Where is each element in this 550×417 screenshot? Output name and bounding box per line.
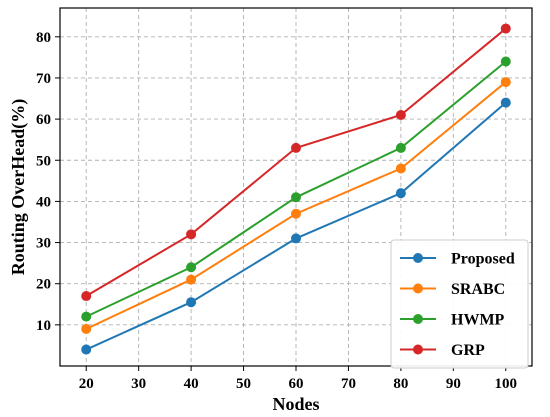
x-tick-label: 60	[289, 376, 304, 392]
legend-item-srabc: SRABC	[400, 281, 505, 298]
legend-box	[390, 239, 529, 369]
x-tick-label: 90	[446, 376, 461, 392]
legend-marker-hwmp	[413, 314, 423, 324]
ticks: 20 30 40 50 60 70 80 90 100 10 20 30 40 50 60 70 80	[36, 30, 517, 392]
data-point-srabc	[500, 77, 511, 88]
data-point-hwmp	[291, 192, 301, 203]
legend: Proposed SRABC HWMP GRP	[390, 239, 529, 369]
legend-marker-proposed	[413, 253, 423, 263]
y-tick-label: 60	[36, 112, 51, 128]
series-grp	[81, 23, 511, 302]
data-point-srabc	[291, 208, 301, 219]
series-srabc	[81, 77, 511, 334]
data-point-proposed	[81, 344, 92, 355]
x-tick-label: 100	[495, 376, 518, 392]
data-point-grp	[291, 142, 301, 153]
data-point-srabc	[81, 323, 92, 334]
x-tick-label: 80	[393, 376, 408, 392]
legend-label-srabc: SRABC	[451, 281, 505, 298]
data-point-grp	[395, 109, 406, 120]
data-point-hwmp	[500, 56, 511, 67]
data-point-proposed	[500, 97, 511, 108]
x-tick-label: 70	[341, 376, 356, 392]
x-axis-title: Nodes	[272, 394, 319, 414]
x-tick-label: 30	[131, 376, 146, 392]
y-tick-label: 40	[36, 194, 51, 210]
y-tick-label: 70	[36, 71, 51, 87]
series-hwmp	[81, 56, 511, 322]
series-group	[81, 23, 511, 355]
data-point-proposed	[395, 188, 406, 199]
data-point-grp	[186, 229, 197, 240]
data-point-srabc	[395, 163, 406, 174]
legend-marker-srabc	[413, 283, 423, 294]
data-point-hwmp	[81, 311, 92, 322]
legend-label-grp: GRP	[451, 342, 485, 359]
series-proposed	[81, 97, 511, 355]
legend-item-hwmp: HWMP	[400, 312, 505, 329]
data-point-hwmp	[186, 262, 197, 273]
y-tick-label: 30	[36, 236, 51, 252]
legend-item-grp: GRP	[400, 342, 485, 359]
legend-label-hwmp: HWMP	[451, 312, 505, 329]
legend-label-proposed: Proposed	[451, 251, 515, 268]
data-point-grp	[500, 23, 511, 34]
data-point-grp	[81, 291, 92, 302]
data-point-hwmp	[395, 142, 406, 153]
x-tick-label: 40	[184, 376, 199, 392]
data-point-srabc	[186, 274, 197, 285]
y-tick-label: 80	[36, 30, 51, 46]
y-tick-label: 20	[36, 277, 51, 293]
data-point-proposed	[186, 297, 197, 308]
x-tick-label: 20	[79, 376, 94, 392]
y-tick-label: 10	[36, 318, 51, 334]
y-axis-title: Routing OverHead(%)	[8, 99, 29, 275]
legend-marker-grp	[413, 344, 423, 355]
data-point-proposed	[291, 233, 301, 244]
y-tick-label: 50	[36, 153, 51, 169]
x-tick-label: 50	[236, 376, 251, 392]
legend-item-proposed: Proposed	[400, 251, 515, 268]
